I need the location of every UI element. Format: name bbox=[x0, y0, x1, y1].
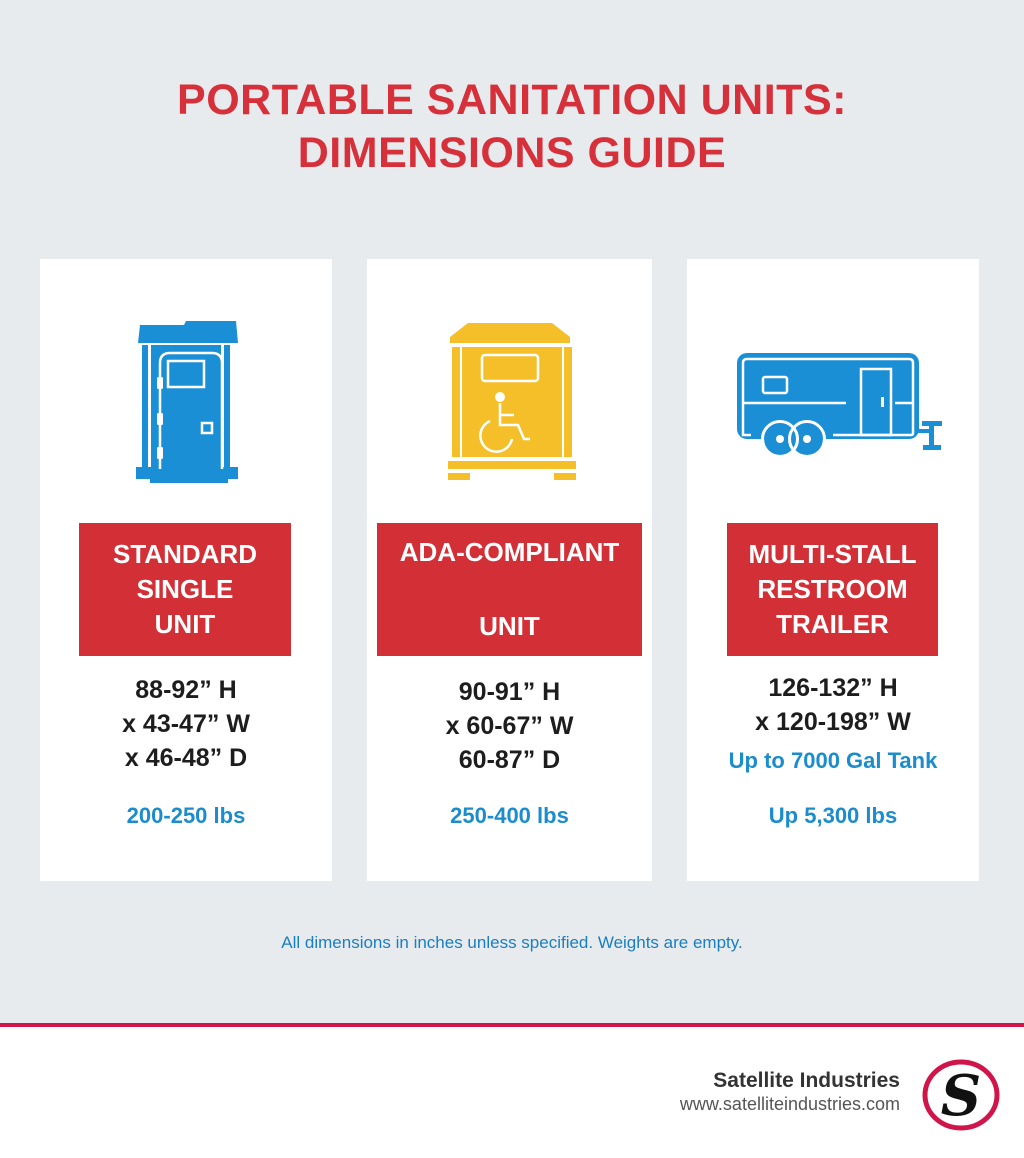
label-line: MULTI-STALL bbox=[748, 539, 917, 569]
depth-value: x 46-48” D bbox=[124, 744, 248, 772]
title-line-2: DIMENSIONS GUIDE bbox=[297, 129, 727, 177]
card-ada-unit: ADA-COMPLIANT UNIT 90-91” H x 60-67” W 6… bbox=[367, 259, 652, 881]
unit-label: STANDARD SINGLE UNIT bbox=[79, 523, 291, 656]
card-restroom-trailer: MULTI-STALL RESTROOM TRAILER 126-132” H … bbox=[687, 259, 979, 881]
footnote: All dimensions in inches unless specifie… bbox=[281, 933, 743, 952]
weight-value: 200-250 lbs bbox=[126, 803, 246, 828]
restroom-trailer-icon bbox=[737, 353, 942, 455]
label-line: UNIT bbox=[479, 611, 540, 641]
width-value: x 43-47” W bbox=[122, 710, 250, 738]
unit-label: ADA-COMPLIANT UNIT bbox=[377, 523, 642, 656]
width-value: x 120-198” W bbox=[755, 708, 911, 736]
label-line: UNIT bbox=[154, 609, 216, 639]
label-line: SINGLE bbox=[136, 574, 234, 604]
height-value: 90-91” H bbox=[458, 678, 561, 706]
brand-url[interactable]: www.satelliteindustries.com bbox=[679, 1094, 900, 1114]
card-standard-unit: STANDARD SINGLE UNIT 88-92” H x 43-47” W… bbox=[40, 259, 332, 881]
ada-portable-toilet-icon bbox=[448, 323, 576, 480]
brand-name: Satellite Industries bbox=[713, 1069, 900, 1092]
footer: Satellite Industries www.satelliteindust… bbox=[0, 1023, 1024, 1158]
portable-toilet-icon bbox=[136, 321, 238, 483]
label-line: RESTROOM bbox=[757, 574, 908, 604]
logo-letter: S bbox=[941, 1063, 981, 1129]
weight-value: Up 5,300 lbs bbox=[768, 803, 898, 828]
width-value: x 60-67” W bbox=[445, 712, 574, 740]
dimensions: 90-91” H x 60-67” W 60-87” D bbox=[367, 675, 652, 777]
dimensions: 88-92” H x 43-47” W x 46-48” D bbox=[40, 673, 332, 775]
label-line: STANDARD bbox=[113, 539, 257, 569]
brand-block: Satellite Industries www.satelliteindust… bbox=[680, 1069, 900, 1115]
tank-capacity: Up to 7000 Gal Tank bbox=[728, 748, 938, 773]
unit-label: MULTI-STALL RESTROOM TRAILER bbox=[727, 523, 938, 656]
satellite-logo-icon: S bbox=[922, 1059, 1000, 1131]
weight-value: 250-400 lbs bbox=[450, 803, 569, 828]
title-line-1: PORTABLE SANITATION UNITS: bbox=[177, 76, 847, 124]
label-line: ADA-COMPLIANT bbox=[399, 537, 620, 567]
depth-value: 60-87” D bbox=[458, 746, 561, 774]
dimensions: 126-132” H x 120-198” W bbox=[687, 671, 979, 739]
height-value: 88-92” H bbox=[135, 676, 237, 704]
page-title: PORTABLE SANITATION UNITS: DIMENSIONS GU… bbox=[0, 74, 1024, 180]
height-value: 126-132” H bbox=[768, 674, 898, 702]
label-line: TRAILER bbox=[776, 609, 889, 639]
